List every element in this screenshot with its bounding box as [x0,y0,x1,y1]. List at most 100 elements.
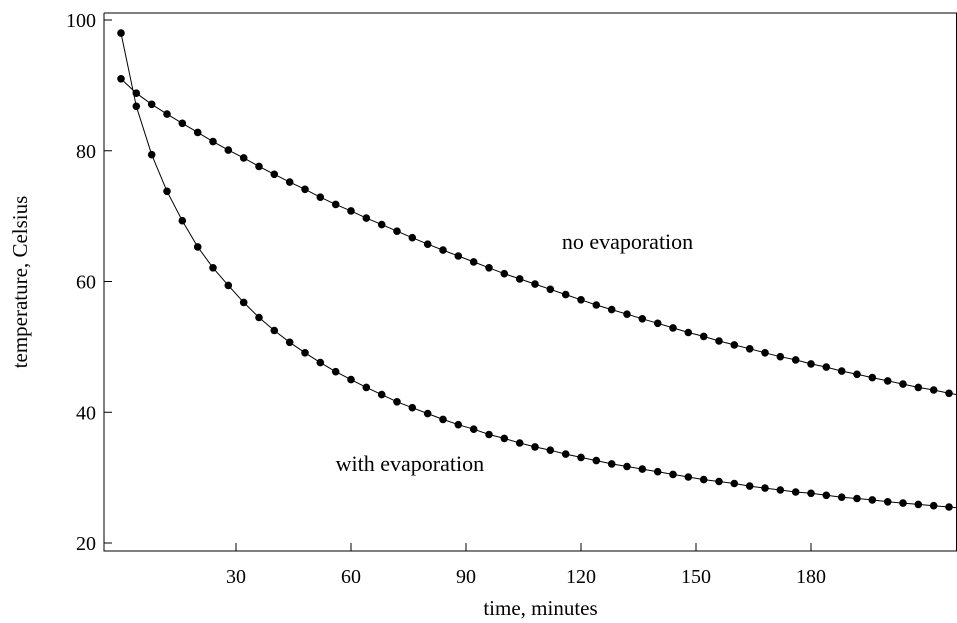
data-point [439,246,447,254]
x-tick-label: 120 [566,566,596,588]
data-point [853,370,861,379]
data-point [761,484,769,492]
data-point [255,313,263,322]
data-point [776,486,785,494]
y-tick-label: 60 [76,272,96,294]
data-point [837,367,846,375]
data-point [439,415,447,424]
data-point [531,280,539,288]
data-point [515,439,524,447]
data-point [408,233,417,242]
plot-area: no evaporation with evaporation [117,29,957,511]
data-point [761,349,769,357]
data-point [868,373,877,382]
series-line [120,32,957,509]
data-point [914,383,923,392]
data-point [163,187,171,196]
series-annotation: with evaporation [336,451,484,476]
data-point [945,503,953,511]
series-line [120,78,957,396]
data-point [316,193,325,201]
data-point [945,389,953,398]
data-point [301,349,309,357]
data-point [423,240,432,248]
data-point [592,301,601,309]
y-tick-label: 80 [76,141,96,163]
data-point [745,345,754,353]
data-point [883,377,892,385]
data-point [377,220,386,229]
data-point [255,162,263,171]
data-point [623,310,631,319]
x-axis-title: time, minutes [483,596,597,620]
data-point [561,450,570,458]
data-point [607,460,616,468]
axes: 20 40 60 80 100 30 60 90 120 150 180 [66,10,957,588]
data-point [853,494,861,503]
data-point [669,324,677,332]
data-point [117,29,125,37]
x-tick-label: 60 [341,566,361,588]
data-point [914,500,923,509]
data-point [730,341,739,349]
data-point [301,185,309,194]
data-point [147,100,156,109]
data-point [117,75,125,83]
data-point [577,453,585,462]
data-point [715,337,723,345]
data-point [684,328,693,337]
series-2: with evaporation [117,29,957,511]
data-point [899,380,907,388]
data-point [653,319,662,328]
data-point [899,499,907,507]
data-point [408,403,417,412]
data-point [485,264,493,272]
data-point [193,128,202,137]
data-point [469,425,478,434]
data-point [531,443,539,451]
data-point [653,467,662,476]
data-point [883,498,892,506]
x-tick-label: 150 [681,566,711,588]
plot-frame-left-bottom [103,13,957,552]
data-point [485,430,493,439]
y-axis-title: temperature, Celsius [8,196,32,369]
data-point [239,298,248,307]
data-point [715,477,723,486]
x-tick-label: 90 [456,566,476,588]
data-point [776,352,785,361]
data-point [454,420,463,429]
data-point [699,475,708,484]
y-tick-label: 20 [76,533,96,555]
x-tick-label: 30 [226,566,246,588]
x-tick-label: 180 [796,566,826,588]
data-point [546,446,555,455]
data-point [699,332,708,341]
y-tick-label: 100 [66,10,96,32]
data-point [684,473,693,481]
data-point [393,398,401,406]
data-point [868,496,877,504]
data-point [592,456,601,465]
data-point [362,383,371,392]
series-annotation: no evaporation [562,229,693,254]
series-1: no evaporation [117,75,957,398]
data-point [500,269,509,278]
data-point [331,200,340,209]
data-point [837,493,846,502]
data-point [929,501,938,510]
data-point [423,409,432,418]
data-point [163,110,171,118]
data-point [822,363,831,371]
data-point [822,491,831,500]
data-point [316,358,325,367]
y-tick-label: 40 [76,402,96,424]
data-point [377,390,386,399]
data-point [132,102,141,111]
data-point [178,119,187,128]
data-point [500,434,509,443]
data-point [929,386,938,394]
data-point [546,285,555,294]
data-point [209,264,217,272]
data-point [791,356,800,364]
